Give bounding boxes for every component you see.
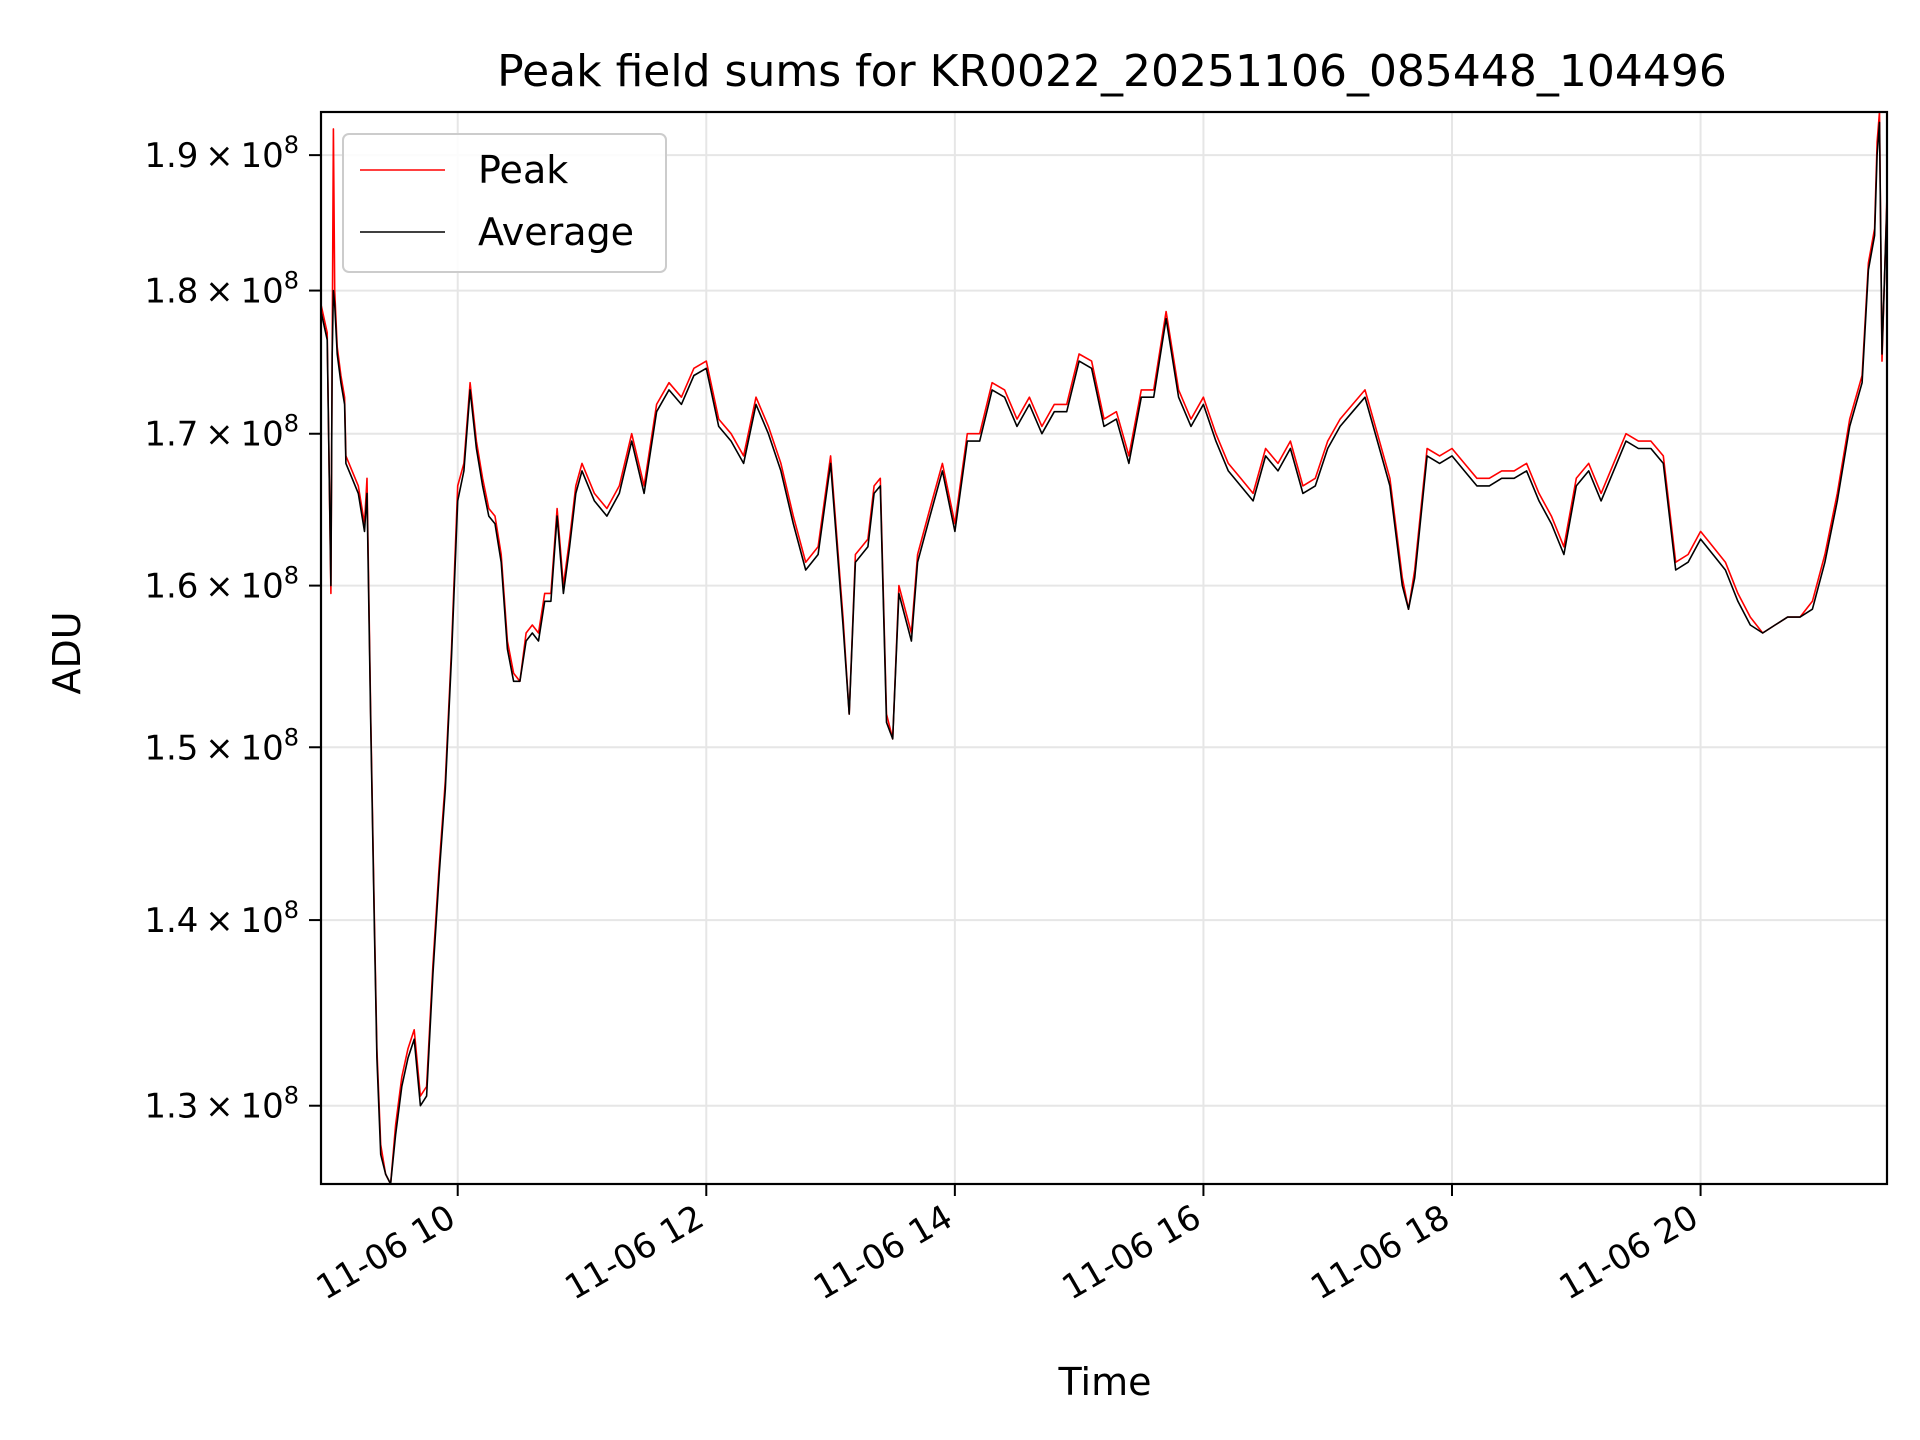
y-tick-label: 1.5 × 108 xyxy=(144,723,299,768)
grid-lines xyxy=(321,112,1887,1184)
x-axis-label: Time xyxy=(1058,1360,1152,1404)
y-tick-label: 1.6 × 108 xyxy=(144,562,299,607)
plot-frame xyxy=(319,110,1889,1186)
x-tick-label: 11-06 16 xyxy=(1056,1197,1208,1308)
legend-label-average: Average xyxy=(478,210,634,254)
y-tick-label: 1.4 × 108 xyxy=(144,896,299,941)
chart-title: Peak field sums for KR0022_20251106_0854… xyxy=(497,46,1727,97)
legend[interactable]: Peak Average xyxy=(342,133,667,273)
series-layer xyxy=(320,111,1888,1185)
y-axis: 1.3 × 108 1.4 × 108 1.5 × 108 1.6 × 108 1.7 … xyxy=(144,131,321,1127)
x-tick-label: 11-06 18 xyxy=(1304,1197,1456,1308)
x-tick-label: 11-06 20 xyxy=(1553,1197,1705,1308)
x-tick-label: 11-06 12 xyxy=(558,1197,710,1308)
x-tick-label: 11-06 14 xyxy=(807,1197,959,1308)
series-line-average xyxy=(320,121,1888,1185)
legend-box xyxy=(342,133,667,273)
y-tick-label: 1.7 × 108 xyxy=(144,410,299,455)
legend-label-peak: Peak xyxy=(478,148,568,192)
y-axis-label: ADU xyxy=(45,611,89,694)
y-tick-label: 1.3 × 108 xyxy=(144,1082,299,1127)
x-tick-label: 11-06 10 xyxy=(310,1197,462,1308)
y-tick-label: 1.8 × 108 xyxy=(144,267,299,312)
y-tick-label: 1.9 × 108 xyxy=(144,131,299,176)
x-axis: 11-06 10 11-06 12 11-06 14 11-06 16 11-06 18… xyxy=(310,1184,1705,1308)
